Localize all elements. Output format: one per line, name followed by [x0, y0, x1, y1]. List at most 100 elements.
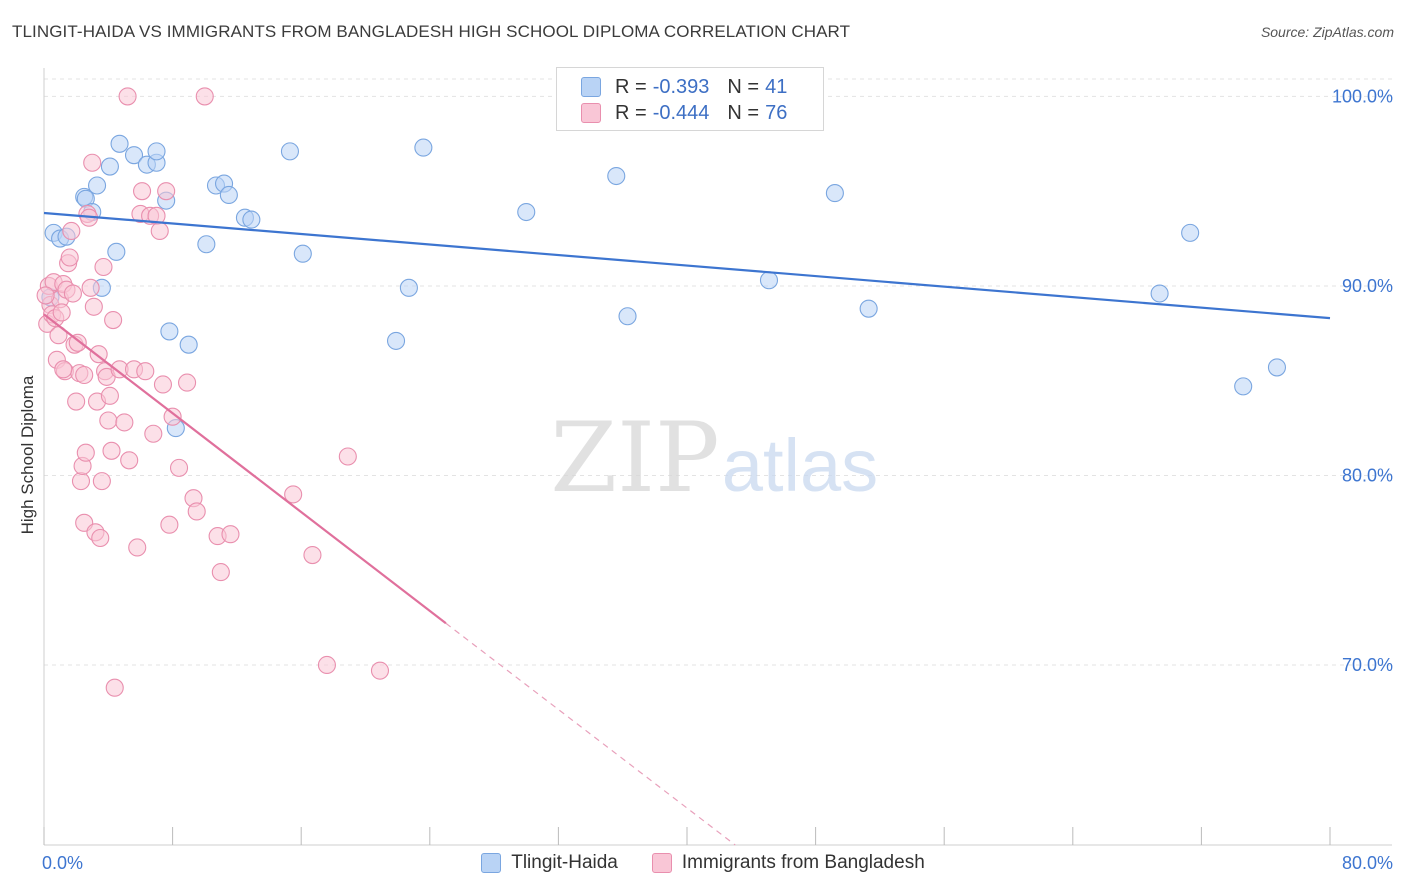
- trend-layer: [43, 211, 1331, 846]
- bangladesh-point: [84, 297, 103, 316]
- bangladesh-point: [136, 362, 155, 381]
- bangladesh-point: [370, 661, 390, 680]
- bangladesh-point: [83, 153, 102, 172]
- tlingit-point: [110, 134, 129, 153]
- bangladesh-point: [303, 545, 322, 565]
- bangladesh-point: [118, 87, 137, 106]
- y-tick-label: 100.0%: [1332, 86, 1393, 106]
- bangladesh-point: [100, 386, 119, 405]
- legend-row-bangladesh: R = -0.444 N = 76: [581, 101, 787, 125]
- tlingit-point: [1234, 377, 1253, 396]
- bangladesh-point: [157, 182, 176, 201]
- y-tick-label: 80.0%: [1342, 465, 1393, 485]
- legend-n-value: 41: [765, 75, 788, 98]
- bangladesh-point: [104, 311, 123, 330]
- tick-label-layer: 70.0% 80.0% 90.0% 100.0% 0.0% 80.0%: [42, 86, 1393, 873]
- tlingit-point: [100, 157, 119, 176]
- bangladesh-point: [105, 678, 124, 697]
- legend-r-value: -0.393: [652, 75, 710, 98]
- legend-swatch-pink: [581, 103, 601, 123]
- bangladesh-point: [68, 333, 87, 352]
- series-legend: Tlingit-Haida Immigrants from Bangladesh: [0, 852, 1406, 874]
- legend-row-tlingit: R = -0.393 N = 41: [581, 75, 787, 99]
- bangladesh-point: [144, 424, 163, 443]
- tlingit-point: [825, 184, 844, 203]
- series-legend-label: Immigrants from Bangladesh: [681, 852, 925, 873]
- bangladesh-point: [92, 472, 111, 491]
- tlingit-point: [1150, 284, 1169, 303]
- series-swatch-pink: [651, 853, 672, 873]
- tlingit-point: [179, 335, 198, 354]
- tlingit-point: [280, 142, 299, 161]
- tlingit-point: [1181, 223, 1200, 242]
- bangladesh-point: [153, 375, 173, 394]
- x-tick-label-max: 80.0%: [1342, 853, 1393, 873]
- bangladesh-point: [160, 515, 179, 534]
- bangladesh-point: [102, 441, 121, 460]
- y-tick-label: 90.0%: [1342, 276, 1393, 296]
- legend-r-value: -0.444: [652, 101, 710, 124]
- tlingit-point: [759, 271, 779, 290]
- tlingit-point: [107, 242, 126, 261]
- tlingit-trendline: [43, 211, 1331, 320]
- series-legend-label: Tlingit-Haida: [511, 852, 618, 873]
- bangladesh-point: [128, 538, 147, 557]
- y-tick-label: 70.0%: [1342, 655, 1393, 675]
- legend-r-label: R =: [615, 75, 647, 98]
- bangladesh-trendline: [43, 313, 447, 625]
- y-axis-label: High School Diploma: [18, 375, 37, 535]
- bangladesh-point: [150, 221, 169, 241]
- legend-swatch-blue: [581, 77, 601, 97]
- watermark-atlas: atlas: [722, 424, 878, 507]
- tlingit-point: [87, 176, 107, 195]
- tlingit-point: [160, 322, 179, 341]
- tlingit-point: [242, 210, 261, 229]
- tlingit-point: [517, 202, 536, 222]
- tlingit-point: [618, 307, 637, 326]
- bangladesh-point: [75, 365, 94, 385]
- bangladesh-point: [63, 284, 82, 303]
- tlingit-point: [219, 185, 238, 205]
- watermark: ZIP atlas: [550, 402, 878, 514]
- tlingit-point: [399, 278, 418, 297]
- bangladesh-point: [163, 407, 182, 426]
- bangladesh-point: [54, 360, 73, 379]
- legend-n-label: N =: [727, 101, 760, 124]
- tlingit-point: [124, 146, 144, 165]
- series-legend-item-tlingit: Tlingit-Haida: [481, 852, 618, 874]
- bangladesh-point: [120, 451, 139, 470]
- legend-r-label: R =: [615, 101, 647, 124]
- series-legend-item-bangladesh: Immigrants from Bangladesh: [651, 852, 925, 874]
- tlingit-point: [607, 166, 626, 186]
- bangladesh-point: [187, 502, 206, 521]
- bangladesh-point: [71, 472, 91, 491]
- axis-layer: [43, 68, 1392, 846]
- bangladesh-point: [115, 413, 134, 432]
- bangladesh-point: [67, 392, 86, 411]
- bangladesh-point: [284, 485, 303, 504]
- watermark-zip: ZIP: [550, 402, 719, 514]
- correlation-legend: R = -0.393 N = 41 R = -0.444 N = 76: [556, 67, 824, 131]
- bangladesh-point: [178, 373, 197, 392]
- bangladesh-point: [99, 411, 118, 430]
- bangladesh-point: [133, 182, 152, 201]
- bangladesh-point: [81, 278, 100, 297]
- bangladesh-point: [62, 221, 81, 241]
- series-swatch-blue: [481, 853, 502, 873]
- tlingit-point: [1267, 358, 1287, 377]
- grid-layer: [44, 78, 1392, 666]
- chart-title: TLINGIT-HAIDA VS IMMIGRANTS FROM BANGLAD…: [12, 22, 851, 41]
- bangladesh-point: [317, 655, 336, 675]
- bangladesh-point: [94, 257, 113, 277]
- bangladesh-point: [211, 563, 230, 582]
- bangladesh-point: [195, 87, 214, 106]
- bangladesh-point: [52, 303, 71, 322]
- bangladesh-point: [169, 458, 189, 477]
- source-label: Source: ZipAtlas.com: [1260, 24, 1394, 40]
- bangladesh-point: [91, 528, 110, 548]
- tlingit-point: [147, 142, 166, 161]
- tlingit-point: [293, 244, 312, 263]
- x-tick-label-min: 0.0%: [42, 853, 83, 873]
- legend-n-value: 76: [765, 101, 788, 124]
